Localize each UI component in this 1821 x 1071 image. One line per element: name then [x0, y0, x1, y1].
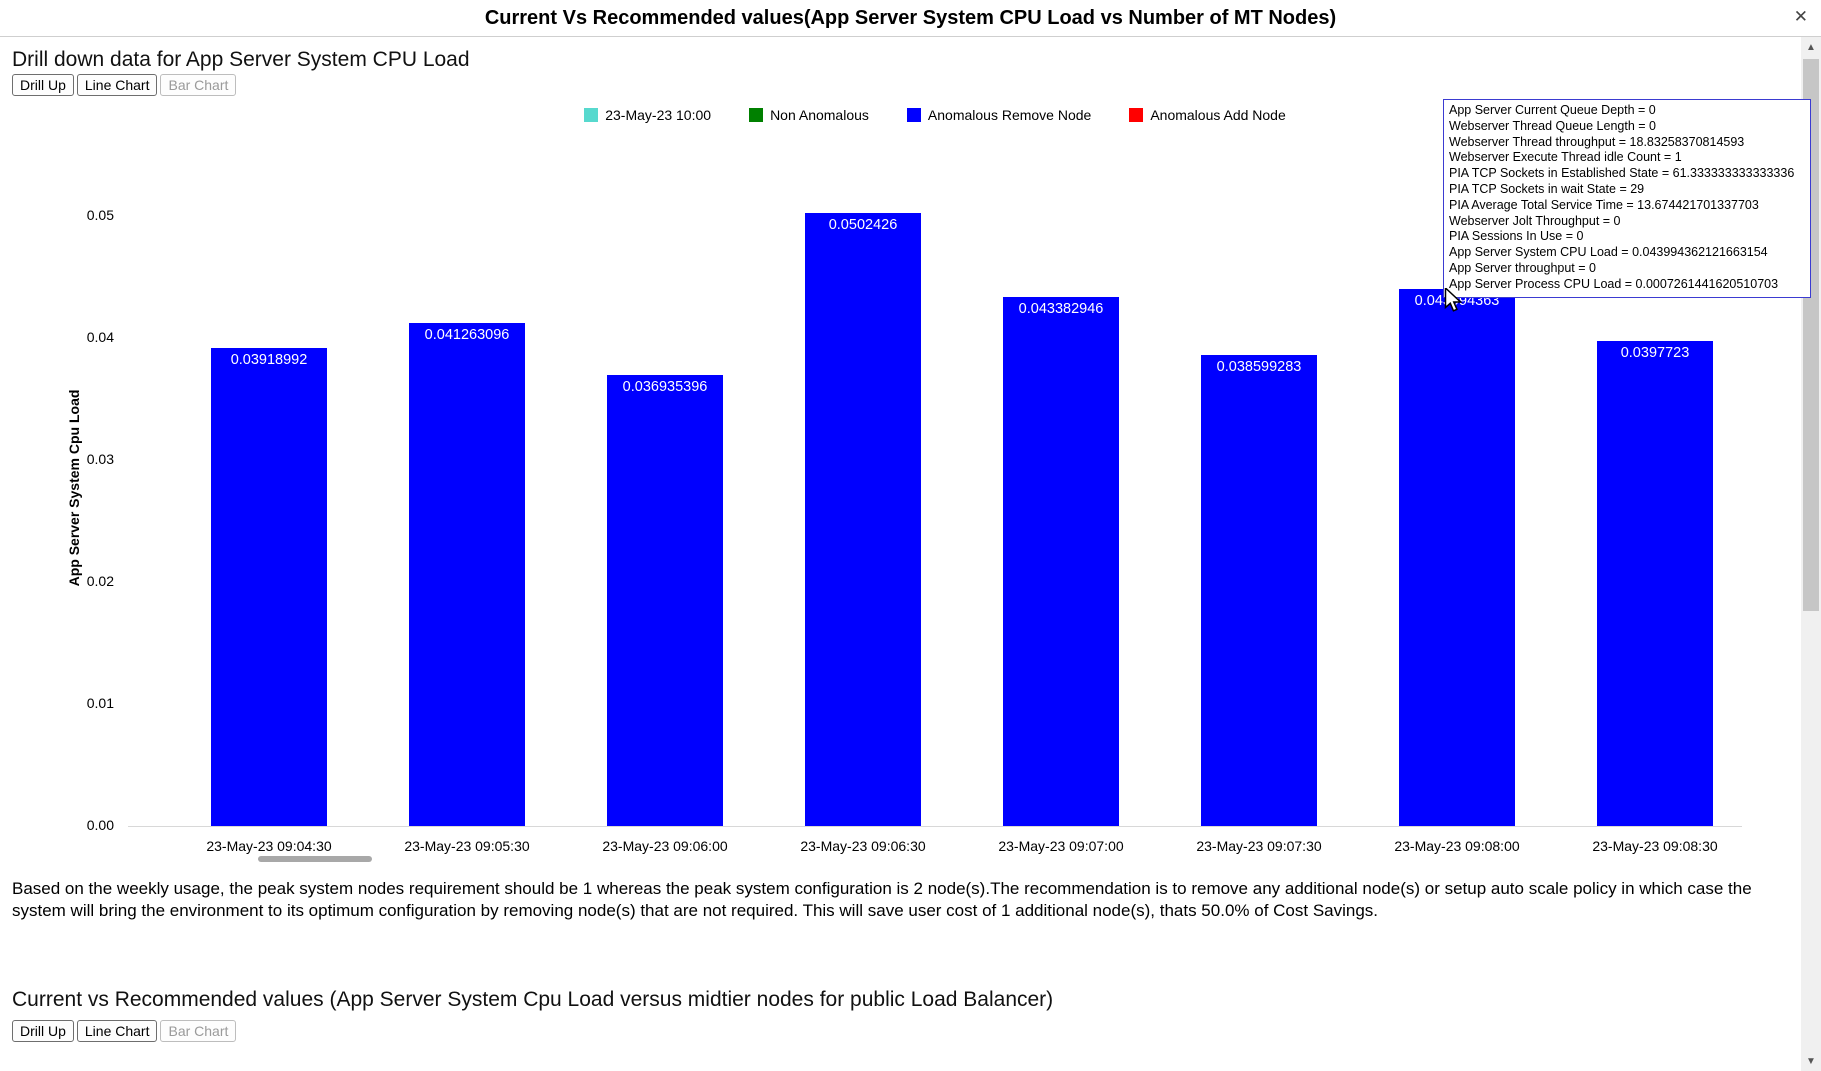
- bar-chart-button[interactable]: Bar Chart: [160, 74, 237, 96]
- bar-23-May-23 09:08:30[interactable]: 0.0397723: [1597, 341, 1713, 826]
- bar-23-May-23 09:06:00[interactable]: 0.036935396: [607, 375, 723, 826]
- tooltip-line: Webserver Jolt Throughput = 0: [1449, 213, 1621, 228]
- bar-23-May-23 09:07:30[interactable]: 0.038599283: [1201, 355, 1317, 826]
- bar-23-May-23 09:07:00[interactable]: 0.043382946: [1003, 297, 1119, 826]
- legend-label: Non Anomalous: [770, 107, 869, 123]
- tooltip-line: Webserver Execute Thread idle Count = 1: [1449, 150, 1682, 165]
- legend-item: 23-May-23 10:00: [584, 107, 711, 123]
- close-icon[interactable]: ✕: [1793, 7, 1808, 26]
- x-tick-label: 23-May-23 09:07:30: [1196, 838, 1322, 854]
- recommendation-summary: Based on the weekly usage, the peak syst…: [12, 879, 1752, 920]
- bar-value-label: 0.043382946: [1018, 301, 1104, 317]
- legend-swatch-icon: [584, 108, 599, 122]
- scroll-up-icon[interactable]: ▲: [1806, 41, 1816, 53]
- tooltip-line: App Server throughput = 0: [1449, 260, 1596, 275]
- bar-value-label: 0.036935396: [622, 379, 708, 395]
- scroll-down-icon[interactable]: ▼: [1806, 1055, 1816, 1067]
- tooltip-line: Webserver Thread throughput = 18.8325837…: [1449, 134, 1745, 149]
- chart-horizontal-scrollbar-thumb[interactable]: [258, 856, 372, 862]
- y-tick-label: 0.00: [86, 817, 114, 833]
- bar-value-label: 0.041263096: [424, 327, 510, 343]
- tooltip-line: App Server System CPU Load = 0.043994362…: [1449, 245, 1768, 260]
- mouse-cursor-icon: [1444, 286, 1465, 317]
- tooltip-line: App Server Process CPU Load = 0.00072614…: [1449, 276, 1779, 291]
- x-tick-label: 23-May-23 09:05:30: [404, 838, 530, 854]
- bar-value-label: 0.0397723: [1620, 345, 1690, 361]
- line-chart-button-2[interactable]: Line Chart: [76, 1020, 158, 1042]
- drill-up-button[interactable]: Drill Up: [12, 74, 74, 96]
- y-tick-label: 0.04: [86, 329, 114, 345]
- bar-23-May-23 09:08:00[interactable]: 0.043994363: [1399, 289, 1515, 826]
- tooltip-line: PIA TCP Sockets in wait State = 29: [1449, 181, 1645, 196]
- y-tick-label: 0.05: [86, 207, 114, 223]
- x-tick-label: 23-May-23 09:07:00: [998, 838, 1124, 854]
- y-tick-label: 0.02: [86, 573, 114, 589]
- drill-up-button-2[interactable]: Drill Up: [12, 1020, 74, 1042]
- tooltip-line: PIA Sessions In Use = 0: [1449, 229, 1584, 244]
- x-tick-label: 23-May-23 09:06:30: [800, 838, 926, 854]
- legend-item: Anomalous Remove Node: [906, 107, 1092, 123]
- legend-swatch-icon: [1129, 108, 1144, 122]
- legend-label: Anomalous Remove Node: [927, 107, 1092, 123]
- x-tick-label: 23-May-23 09:08:00: [1394, 838, 1520, 854]
- line-chart-button[interactable]: Line Chart: [76, 74, 158, 96]
- tooltip-line: App Server Current Queue Depth = 0: [1449, 103, 1656, 117]
- legend-swatch-icon: [749, 108, 764, 122]
- legend-item: Non Anomalous: [749, 107, 869, 123]
- tooltip-line: PIA Average Total Service Time = 13.6744…: [1449, 197, 1759, 212]
- bar-23-May-23 09:05:30[interactable]: 0.041263096: [409, 323, 525, 826]
- legend-label: 23-May-23 10:00: [605, 107, 712, 123]
- drilldown-toolbar: Drill Up Line Chart Bar Chart: [12, 74, 237, 96]
- legend-swatch-icon: [906, 108, 921, 122]
- x-tick-label: 23-May-23 09:08:30: [1592, 838, 1718, 854]
- y-tick-label: 0.03: [86, 451, 114, 467]
- current-vs-recommended-toolbar: Drill Up Line Chart Bar Chart: [12, 1020, 237, 1042]
- window-title: Current Vs Recommended values(App Server…: [484, 6, 1337, 29]
- current-vs-recommended-heading: Current vs Recommended values (App Serve…: [12, 988, 1054, 1011]
- window-titlebar: Current Vs Recommended values(App Server…: [0, 0, 1821, 37]
- tooltip-line: Webserver Thread Queue Length = 0: [1449, 118, 1656, 133]
- legend-item: Anomalous Add Node: [1129, 107, 1286, 123]
- chart-tooltip: App Server Current Queue Depth = 0 Webser…: [1443, 99, 1811, 298]
- chart-plot-area: 0.03918992 0.041263096 0.036935396 0.050242…: [128, 180, 1742, 827]
- bar-value-label: 0.038599283: [1216, 359, 1302, 375]
- bar-23-May-23 09:04:30[interactable]: 0.03918992: [211, 348, 327, 826]
- legend-label: Anomalous Add Node: [1150, 107, 1286, 123]
- y-tick-label: 0.01: [86, 695, 114, 711]
- x-tick-label: 23-May-23 09:06:00: [602, 838, 728, 854]
- bar-value-label: 0.03918992: [230, 352, 308, 368]
- bar-23-May-23 09:06:30[interactable]: 0.0502426: [805, 213, 921, 826]
- chart-legend: 23-May-23 10:00 Non Anomalous Anomalous Re…: [128, 107, 1742, 123]
- drilldown-section-heading: Drill down data for App Server System CP…: [12, 48, 470, 71]
- bar-chart-button-2[interactable]: Bar Chart: [160, 1020, 237, 1042]
- x-tick-label: 23-May-23 09:04:30: [206, 838, 332, 854]
- y-axis-title: App Server System Cpu Load: [66, 389, 82, 587]
- bar-value-label: 0.0502426: [828, 217, 898, 233]
- tooltip-line: PIA TCP Sockets in Established State = 6…: [1449, 166, 1795, 181]
